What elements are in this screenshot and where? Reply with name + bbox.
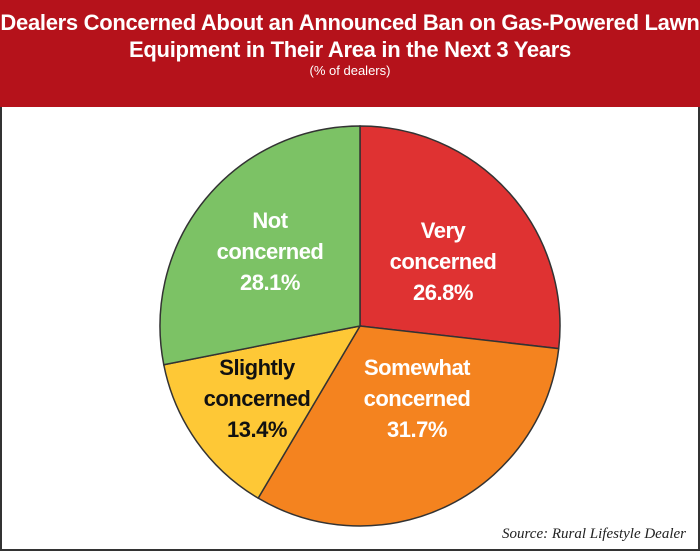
slice-value-label: 13.4% xyxy=(227,417,287,442)
chart-panel: Very concerned 26.8% Somewhat concerned 31.7%… xyxy=(0,107,700,551)
slice-label: concerned xyxy=(364,386,471,411)
source-note: Source: Rural Lifestyle Dealer xyxy=(502,526,686,542)
slice-label: Not xyxy=(252,208,288,233)
slice-value-label: 31.7% xyxy=(387,417,447,442)
pie-chart: Very concerned 26.8% Somewhat concerned 31.7%… xyxy=(159,125,561,527)
chart-subtitle: (% of dealers) xyxy=(309,63,391,78)
chart-header: Dealers Concerned About an Announced Ban… xyxy=(0,0,700,107)
pie-slice xyxy=(159,125,361,366)
pie-slice xyxy=(257,325,560,527)
pie-slice xyxy=(162,324,362,500)
slice-label: Very xyxy=(421,218,467,243)
slice-label: concerned xyxy=(204,386,311,411)
chart-title: Dealers Concerned About an Announced Ban… xyxy=(0,10,700,62)
pie-slice xyxy=(359,125,561,350)
slice-label: concerned xyxy=(217,239,324,264)
slice-label: concerned xyxy=(390,249,497,274)
slice-label: Somewhat xyxy=(364,355,471,380)
slice-value-label: 28.1% xyxy=(240,270,300,295)
slice-value-label: 26.8% xyxy=(413,280,473,305)
slice-label: Slightly xyxy=(219,355,296,380)
